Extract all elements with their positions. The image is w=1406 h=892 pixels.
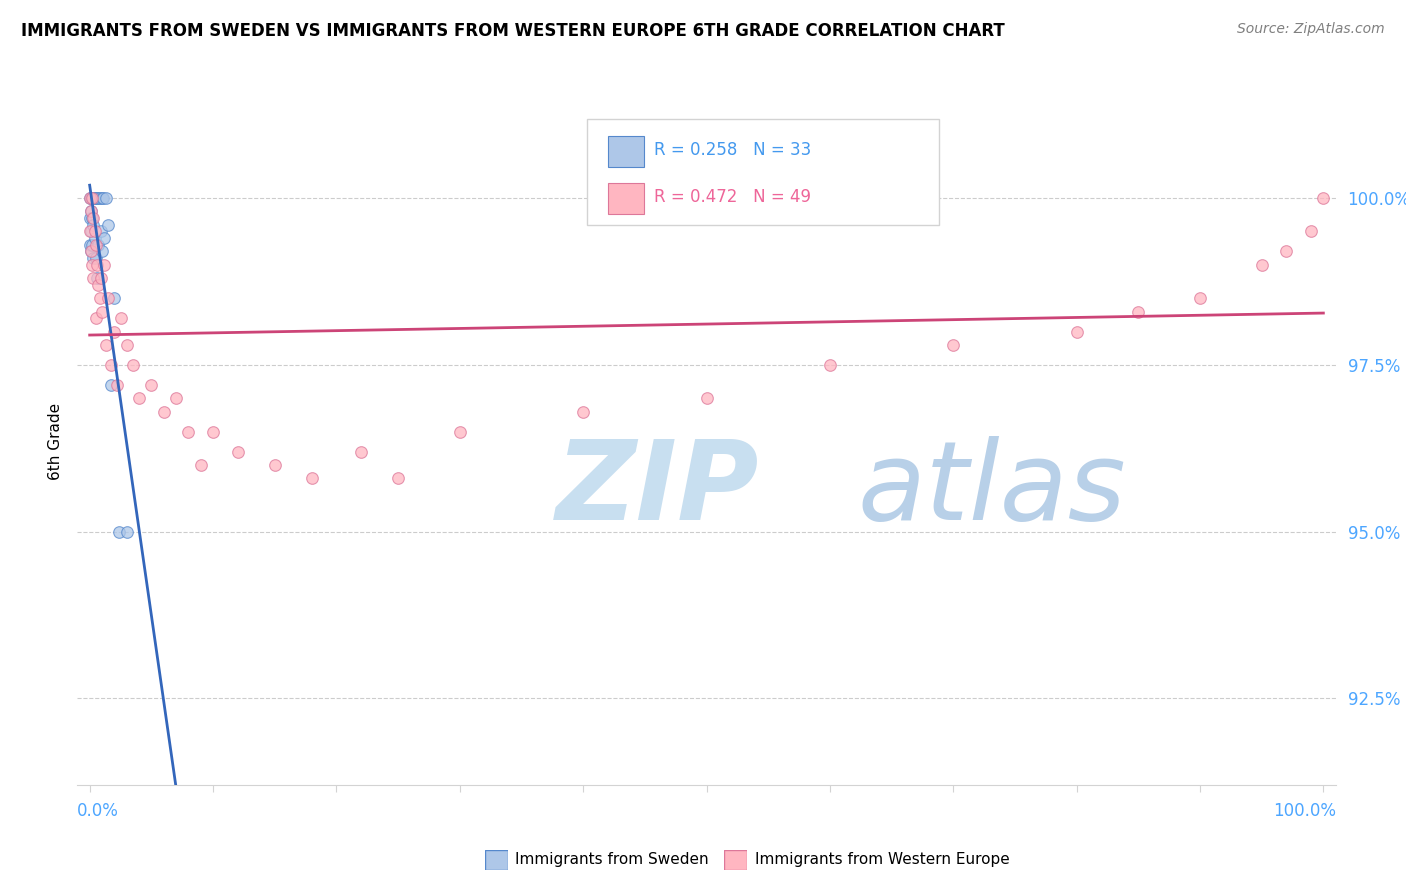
Point (83, 225, 105, 239)
Point (1312, 191, 1334, 205)
FancyBboxPatch shape (586, 119, 939, 225)
Point (84, 191, 107, 205)
Point (449, 425, 471, 439)
Point (387, 471, 409, 485)
Point (80, 191, 103, 205)
Point (90, 271, 112, 285)
Point (100, 377, 122, 392)
Point (115, 338, 138, 352)
Point (94, 338, 117, 352)
Text: R = 0.258   N = 33: R = 0.258 N = 33 (654, 141, 811, 159)
Point (82, 218, 104, 232)
Point (87, 277, 110, 292)
Point (79, 237, 101, 252)
Point (87, 191, 110, 205)
Point (108, 524, 131, 539)
Point (84, 311, 107, 326)
Point (83, 231, 105, 245)
Point (79, 211, 101, 226)
Point (97, 218, 120, 232)
Point (100, 358, 122, 372)
Point (82, 271, 104, 285)
Text: 0.0%: 0.0% (77, 802, 120, 820)
Point (82, 258, 104, 272)
Point (82, 191, 104, 205)
Point (1275, 244, 1298, 259)
Point (86, 271, 108, 285)
Y-axis label: 6th Grade: 6th Grade (48, 403, 63, 480)
Point (226, 444, 249, 458)
Point (301, 471, 323, 485)
Point (82, 211, 104, 226)
Point (263, 458, 285, 472)
Point (93, 258, 115, 272)
Point (79, 225, 101, 239)
Point (94, 191, 117, 205)
Bar (609, 183, 644, 214)
Text: R = 0.472   N = 49: R = 0.472 N = 49 (654, 188, 811, 206)
Point (103, 291, 125, 305)
Point (110, 311, 132, 326)
Point (121, 358, 143, 372)
Point (82, 251, 104, 265)
Point (1066, 325, 1088, 339)
Point (89, 291, 111, 305)
Point (942, 338, 965, 352)
Text: Source: ZipAtlas.com: Source: ZipAtlas.com (1237, 22, 1385, 37)
Point (91, 304, 114, 318)
Point (97, 291, 120, 305)
Point (1250, 258, 1272, 272)
Point (350, 444, 373, 458)
Point (80, 244, 103, 259)
Point (83, 191, 105, 205)
Point (89, 191, 111, 205)
Point (82, 237, 104, 252)
Point (165, 391, 187, 405)
Point (1128, 304, 1150, 318)
Point (87, 237, 110, 252)
Point (202, 425, 225, 439)
Text: ZIP: ZIP (555, 436, 759, 543)
Point (115, 524, 138, 539)
Point (818, 358, 841, 372)
Point (90, 225, 112, 239)
Point (128, 391, 150, 405)
Point (84, 237, 107, 252)
Point (86, 191, 108, 205)
Point (103, 325, 125, 339)
Point (91, 244, 114, 259)
Point (80, 204, 103, 219)
Point (177, 425, 200, 439)
Point (80, 244, 103, 259)
Point (79, 191, 101, 205)
Point (82, 191, 104, 205)
Point (152, 404, 174, 418)
Point (696, 391, 718, 405)
Text: Immigrants from Sweden: Immigrants from Sweden (515, 853, 709, 867)
Point (141, 377, 163, 392)
Text: Immigrants from Western Europe: Immigrants from Western Europe (755, 853, 1010, 867)
Point (105, 377, 128, 392)
Point (86, 258, 108, 272)
Point (82, 191, 104, 205)
Bar (609, 136, 644, 167)
Point (1188, 291, 1211, 305)
Point (1299, 225, 1322, 239)
Point (82, 211, 104, 226)
Text: IMMIGRANTS FROM SWEDEN VS IMMIGRANTS FROM WESTERN EUROPE 6TH GRADE CORRELATION C: IMMIGRANTS FROM SWEDEN VS IMMIGRANTS FRO… (21, 22, 1005, 40)
Point (190, 458, 212, 472)
Point (572, 404, 595, 418)
Point (91, 191, 114, 205)
Point (93, 231, 115, 245)
Point (80, 225, 103, 239)
Point (80, 204, 103, 219)
Point (79, 191, 101, 205)
Point (91, 191, 114, 205)
Text: 100.0%: 100.0% (1272, 802, 1336, 820)
Text: atlas: atlas (858, 436, 1126, 543)
Point (84, 251, 107, 265)
